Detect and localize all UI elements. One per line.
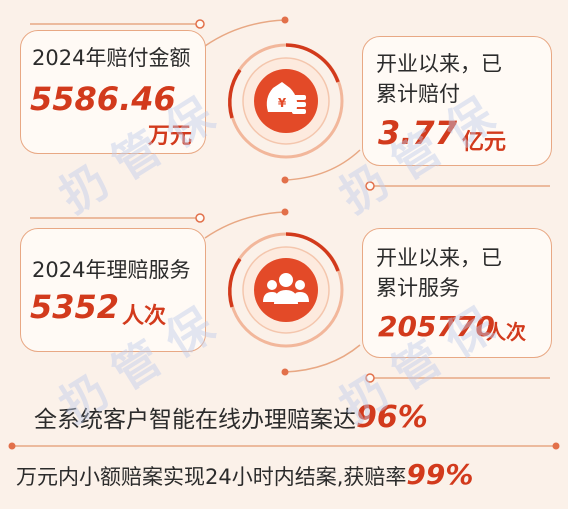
value-total-service: 205770 (378, 310, 495, 343)
value-2024-payout: 5586.46 (30, 80, 176, 118)
label-2024-payout: 2024年赔付金额 (32, 46, 191, 70)
label-2024-service: 2024年理赔服务 (32, 258, 191, 282)
stat-card-2024-payout (20, 30, 206, 154)
unit-2024-service: 人次 (122, 304, 167, 329)
svg-text:¥: ¥ (278, 96, 287, 110)
label-total-service-line1: 开业以来，已 (376, 246, 502, 270)
value-2024-service: 5352 (30, 288, 120, 326)
footer-line2-value: 99% (406, 458, 474, 491)
footer-line2-text: 万元内小额赔案实现24小时内结案,获赔率 (16, 465, 407, 489)
stat-card-2024-service (20, 228, 206, 352)
label-total-service-line2: 累计服务 (376, 276, 460, 300)
unit-total-payout: 亿元 (462, 130, 507, 155)
footer-line1-value: 96% (356, 400, 428, 435)
footer-line-small-claims: 万元内小额赔案实现24小时内结案,获赔率99% (16, 458, 473, 491)
footer-line1-text: 全系统客户智能在线办理赔案达 (34, 407, 356, 433)
label-total-payout-line2: 累计赔付 (376, 82, 460, 106)
stat-card-total-payout (362, 36, 552, 166)
people-group-icon (228, 232, 344, 348)
value-total-payout: 3.77 (378, 114, 457, 152)
footer-line-online-claims: 全系统客户智能在线办理赔案达96% (34, 400, 428, 435)
unit-total-service: 人次 (486, 320, 526, 344)
stat-card-total-service (362, 228, 552, 358)
unit-2024-payout: 万元 (148, 124, 193, 149)
money-bag-coins-icon: ¥ (228, 43, 344, 159)
label-total-payout-line1: 开业以来，已 (376, 52, 502, 76)
